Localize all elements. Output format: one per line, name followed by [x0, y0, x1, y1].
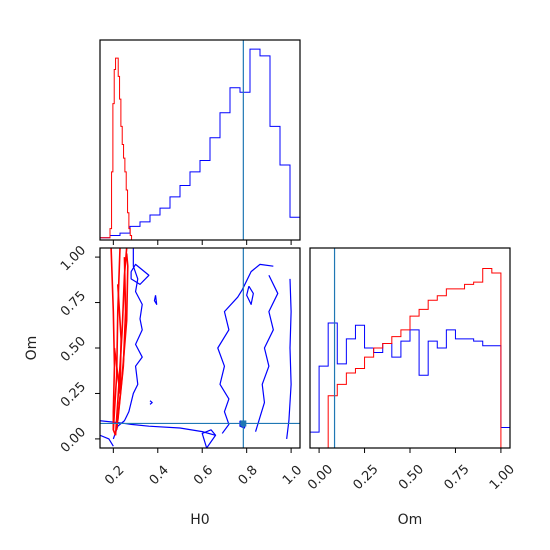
contour-y-tick-label: 0.25	[58, 379, 89, 410]
contour-blue-line	[100, 434, 114, 447]
contour-truth-marker	[240, 420, 247, 427]
contour-x-tick-label: 0.8	[236, 463, 261, 488]
hist-om-frame	[309, 247, 511, 449]
hist-om-x-tick-label: 0.75	[441, 462, 472, 493]
contour-x-tick-label: 0.2	[102, 463, 127, 488]
hist-h0-frame	[99, 39, 301, 241]
hist-om-x-tick-label: 0.00	[305, 462, 336, 493]
contour-h0-om-panel: 0.2 0.4 0.6 0.8 1.0 0.00 0.25 0.50 0.75 1.00 H0 Om	[24, 243, 305, 528]
contour-lines	[100, 248, 292, 448]
contour-x-axis-label: H0	[190, 512, 209, 528]
hist-h0-red-series	[99, 57, 136, 241]
contour-y-tick-label: 1.00	[58, 243, 89, 274]
contour-blue-line	[112, 248, 143, 440]
contour-red-line	[113, 284, 122, 395]
hist-om-blue-series	[309, 322, 511, 448]
contour-y-tick-label: 0.00	[58, 425, 89, 456]
hist-om-x-axis-label: Om	[398, 512, 423, 528]
contour-blue-line	[201, 429, 217, 448]
contour-blue-line	[286, 278, 292, 439]
contour-x-tick-label: 0.6	[191, 463, 216, 488]
contour-x-tick-label: 0.4	[147, 463, 172, 488]
contour-y-tick-label: 0.75	[58, 289, 89, 320]
hist-om-x-tick-label: 0.25	[351, 462, 382, 493]
contour-blue-line	[254, 275, 279, 432]
contour-red-line	[112, 248, 121, 430]
contour-blue-line	[149, 400, 153, 405]
hist-om-panel: 0.00 0.25 0.50 0.75 1.00 Om	[305, 247, 518, 528]
contour-blue-line	[153, 295, 158, 305]
contour-blue-line	[217, 263, 274, 434]
contour-frame	[99, 247, 301, 449]
hist-om-x-tick-label: 0.50	[396, 462, 427, 493]
hist-om-red-series	[310, 267, 510, 449]
hist-om-x-tick-label: 1.00	[487, 462, 518, 493]
hist-h0-panel	[99, 39, 301, 245]
contour-blue-line	[130, 263, 150, 285]
contour-red-line	[110, 248, 117, 436]
contour-y-tick-label: 0.50	[58, 334, 89, 365]
contour-blue-line	[246, 285, 254, 305]
contour-y-axis-label: Om	[24, 336, 40, 361]
contour-x-tick-label: 1.0	[280, 463, 305, 488]
hist-h0-blue-series	[99, 48, 301, 240]
